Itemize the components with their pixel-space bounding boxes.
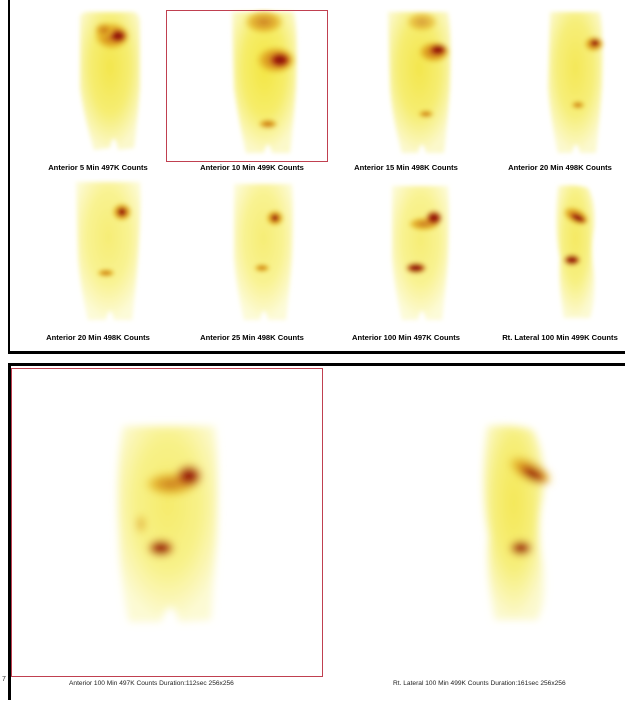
thumbnail-anterior-5min[interactable]: Anterior 5 Min 497K Counts <box>22 8 174 178</box>
scan-image <box>232 10 297 153</box>
enlarged-rt-lateral-view[interactable]: Rt. Lateral 100 Min 499K Counts Duration… <box>325 366 625 703</box>
thumbnail-caption: Anterior 20 Min 498K Counts <box>46 333 150 342</box>
stray-mark: 7 <box>2 676 6 683</box>
thumbnail-rt-lateral-100min[interactable]: Rt. Lateral 100 Min 499K Counts <box>484 178 625 348</box>
scan-image <box>388 12 451 153</box>
enlarged-view-panel: Anterior 100 Min 497K Counts Duration:11… <box>8 363 625 700</box>
thumbnail-anterior-25min[interactable]: Anterior 25 Min 498K Counts <box>176 178 328 348</box>
selection-frame <box>166 10 328 162</box>
thumbnail-anterior-15min[interactable]: Anterior 15 Min 498K Counts <box>330 8 482 178</box>
enlarged-caption: Anterior 100 Min 497K Counts Duration:11… <box>69 680 234 687</box>
scan-image <box>392 186 449 320</box>
scan-image <box>234 184 293 320</box>
enlarged-caption: Rt. Lateral 100 Min 499K Counts Duration… <box>393 680 566 687</box>
thumbnail-anterior-20min-b[interactable]: Anterior 20 Min 498K Counts <box>22 178 174 348</box>
selection-frame <box>11 368 323 677</box>
thumbnail-caption: Anterior 25 Min 498K Counts <box>200 333 304 342</box>
thumbnail-caption: Anterior 5 Min 497K Counts <box>48 163 148 172</box>
thumbnail-anterior-10min[interactable]: Anterior 10 Min 499K Counts <box>166 8 328 178</box>
thumbnail-caption: Anterior 10 Min 499K Counts <box>200 163 304 172</box>
thumbnail-caption: Anterior 100 Min 497K Counts <box>351 333 461 342</box>
thumbnail-caption: Anterior 15 Min 498K Counts <box>354 163 458 172</box>
scan-image <box>483 425 552 620</box>
enlarged-anterior-view[interactable]: Anterior 100 Min 497K Counts Duration:11… <box>11 366 323 703</box>
scan-image <box>76 182 141 320</box>
thumbnail-grid-panel: Anterior 5 Min 497K Counts Anterior 10 M… <box>8 0 625 354</box>
scan-image <box>556 185 595 318</box>
scan-image <box>80 12 140 150</box>
thumbnail-anterior-100min[interactable]: Anterior 100 Min 497K Counts <box>330 178 482 348</box>
thumbnail-anterior-20min[interactable]: Anterior 20 Min 498K Counts <box>484 8 625 178</box>
thumbnail-caption: Rt. Lateral 100 Min 499K Counts <box>502 333 618 342</box>
scan-image <box>117 426 218 622</box>
scan-image <box>548 12 604 153</box>
thumbnail-caption: Anterior 20 Min 498K Counts <box>508 163 612 172</box>
